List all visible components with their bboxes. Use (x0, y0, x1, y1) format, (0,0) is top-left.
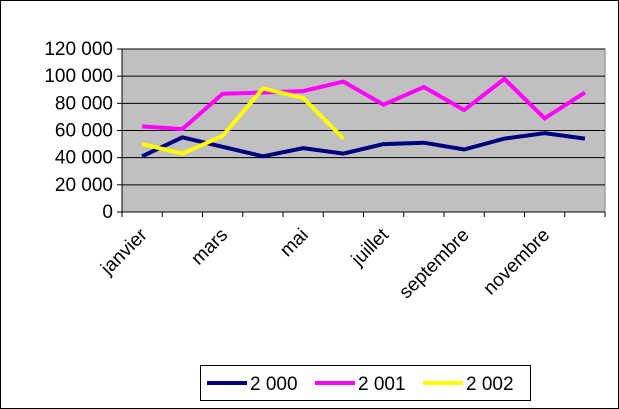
legend: 2 000 2 001 2 002 (200, 365, 531, 401)
series-line-2 (141, 86, 345, 156)
legend-label: 2 001 (358, 374, 406, 395)
legend-label: 2 000 (250, 374, 298, 395)
x-tick-label: mai (276, 225, 313, 262)
series-line-1 (141, 76, 586, 132)
y-tick-label: 120 000 (44, 39, 113, 60)
y-tick-label: 40 000 (55, 148, 113, 169)
y-tick-label: 20 000 (55, 175, 113, 196)
series-line-0 (141, 131, 586, 159)
gridlines (122, 48, 605, 186)
x-tick-label: juillet (347, 224, 394, 271)
x-tick-label: mars (187, 225, 232, 270)
series-lines (141, 76, 586, 159)
y-tick-label: 0 (102, 202, 113, 223)
x-tick-label: novembre (480, 225, 555, 300)
legend-label: 2 002 (466, 374, 514, 395)
y-axis-tick-labels: 0 20 000 40 000 60 000 80 000 100 000 120 000 (44, 39, 113, 223)
x-tick-label: septembre (395, 225, 473, 303)
x-tick-label: janvier (97, 224, 153, 280)
y-tick-label: 100 000 (44, 66, 113, 87)
y-tick-label: 80 000 (55, 93, 113, 114)
axes (117, 48, 606, 217)
x-axis-tick-labels: janvier mars mai juillet septembre novembre (97, 224, 555, 303)
y-tick-label: 60 000 (55, 121, 113, 142)
